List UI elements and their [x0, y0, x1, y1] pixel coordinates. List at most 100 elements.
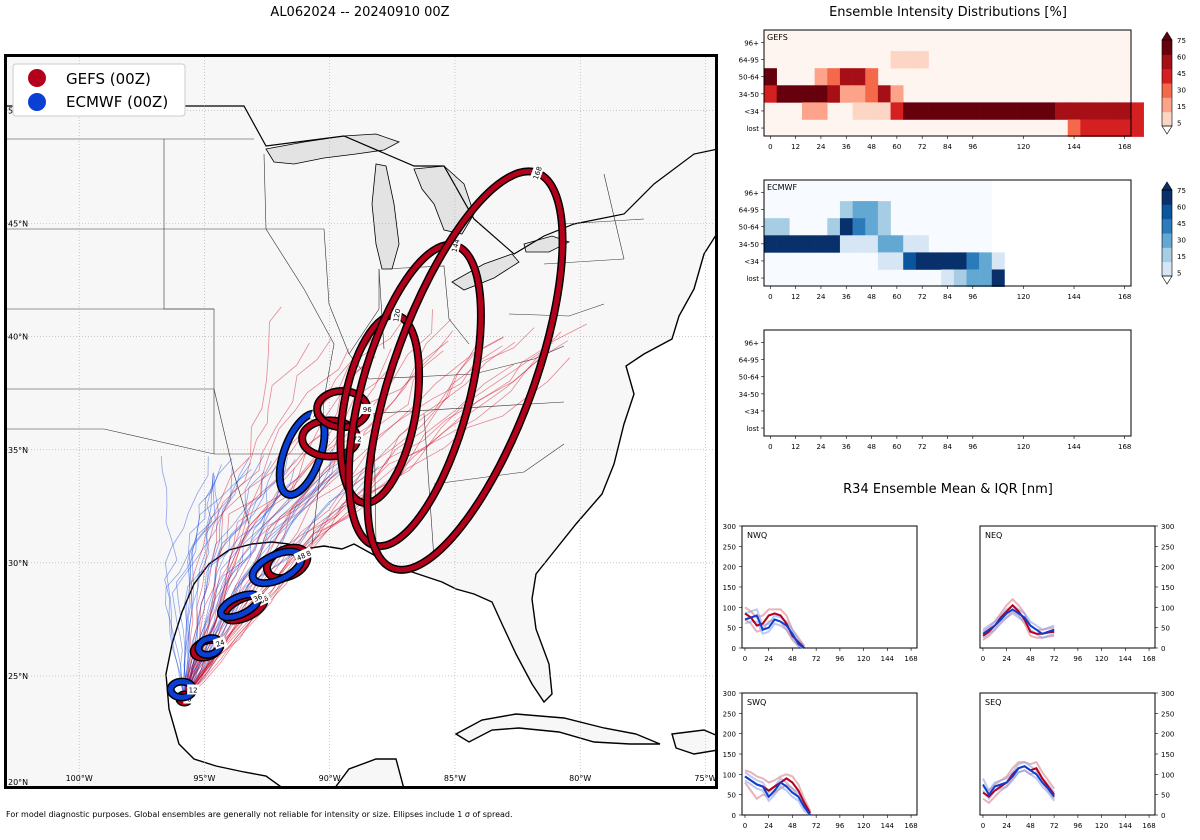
colorbar-segment: [1162, 54, 1172, 70]
heatmap-cell: [776, 235, 790, 253]
heatmap-x-label: 144: [1067, 293, 1081, 301]
r34-panel-swq: SWQ 0 24 48 72 96 120 144 168 0 50 100 150 200 250 300: [723, 690, 918, 830]
heatmap-cell: [839, 201, 853, 219]
heatmap-cell: [877, 252, 891, 270]
colorbar-frame: [1161, 189, 1173, 277]
lat-label: 20°N: [8, 778, 28, 787]
heatmap-cell: [979, 269, 993, 287]
heatmap-cell: [877, 235, 891, 253]
heatmap-cell: [890, 235, 904, 253]
colorbar-segment: [1162, 261, 1172, 277]
r34-y-label: 50: [1161, 625, 1170, 633]
r34-x-label: 120: [857, 655, 870, 663]
heatmap-cell: [852, 201, 866, 219]
ellipse-hour-label: 72: [353, 435, 362, 443]
gefs-track: [184, 306, 282, 699]
heatmap-cell: [764, 85, 777, 103]
heatmap-cell: [865, 201, 879, 219]
colorbar-tick-label: 5: [1177, 270, 1181, 278]
heatmap-x-label: 60: [892, 443, 901, 451]
heatmap-cell: [764, 235, 777, 253]
heatmap-cell: [852, 235, 866, 253]
r34-panel-label: SWQ: [747, 698, 766, 707]
heatmap-x-label: 96: [968, 443, 977, 451]
lat-label: 35°N: [8, 446, 28, 455]
heatmap-x-label: 144: [1067, 443, 1081, 451]
heatmap-x-label: 36: [842, 293, 851, 301]
heatmap-cell: [1017, 102, 1031, 120]
ellipse-label-bg: [390, 308, 403, 323]
land-cuba: [454, 713, 661, 745]
heatmap-x-label: 48: [867, 143, 876, 151]
ecmwf-track: [164, 456, 209, 699]
heatmap-cell: [839, 235, 853, 253]
heatmap-x-label: 120: [1017, 143, 1030, 151]
heatmap-cell: [1029, 102, 1043, 120]
heatmap-x-label: 24: [816, 143, 825, 151]
r34-x-label: 72: [1050, 822, 1059, 830]
heatmap-x-label: 84: [943, 443, 952, 451]
heatmap-cell: [801, 85, 815, 103]
r34-frame: [979, 525, 1156, 649]
ellipse-label-bg: [351, 433, 364, 444]
lat-label: 25°N: [8, 672, 28, 681]
ecmwf-track: [184, 471, 282, 699]
r34-series-ecmwf-mean: [744, 775, 812, 816]
legend-ecmwf-label: ECMWF (00Z): [66, 93, 168, 111]
heatmap-x-label: 168: [1118, 143, 1131, 151]
colorbar-top-arrow: [1161, 31, 1173, 41]
r34-x-label: 0: [981, 655, 985, 663]
colorbar-bottom-arrow: [1161, 275, 1173, 285]
ecmwf-track: [184, 460, 346, 699]
heatmap-y-label: 34-50: [739, 241, 759, 249]
heatmap-cell: [827, 218, 841, 236]
heatmap-cell: [991, 252, 1005, 270]
heatmap-cell: [941, 102, 955, 120]
legend-gefs-label: GEFS (00Z): [66, 70, 151, 88]
lon-label: 100°W: [66, 774, 93, 783]
heatmap-cell: [1118, 119, 1132, 137]
r34-series-gefs-iqr-high: [744, 769, 812, 812]
heatmap-cell: [915, 235, 929, 253]
heatmap-cell: [852, 102, 866, 120]
heatmap-cell: [1105, 119, 1119, 137]
colorbar-segment: [1162, 204, 1172, 220]
colorbar-segment: [1162, 68, 1172, 84]
heatmap-x-label: 0: [768, 293, 772, 301]
colorbar-bottom-arrow: [1161, 125, 1173, 135]
heatmap-x-label: 60: [892, 143, 901, 151]
map-gridlines: [4, 54, 718, 789]
heatmap-cell: [966, 252, 980, 270]
r34-panel-label: NEQ: [985, 531, 1002, 540]
heatmap-ecmwf: ECMWF 5 15 30 45 60 75 96+ 64-95 50-64 34-50 <34 los…: [739, 179, 1186, 301]
ecmwf-track: [184, 460, 354, 699]
r34-y-label: 50: [727, 792, 736, 800]
ecmwf-track: [183, 463, 252, 699]
heatmap-cell: [814, 102, 828, 120]
r34-x-label: 24: [764, 655, 773, 663]
r34-y-label: 100: [1161, 604, 1174, 612]
ellipse-label-bg: [293, 549, 309, 564]
gefs-track: [184, 342, 554, 699]
heatmap-cell: [877, 102, 891, 120]
heatmap-y-label: 64-95: [739, 357, 759, 365]
heatmap-cell: [776, 218, 790, 236]
heatmap-cell: [915, 51, 929, 69]
heatmap-cell: [903, 51, 917, 69]
state-borders: [4, 138, 645, 560]
ellipse-label-bg: [250, 590, 266, 605]
r34-series-ecmwf-iqr-low: [982, 612, 1055, 639]
heatmap-cell: [852, 85, 866, 103]
colorbar-tick-label: 45: [1177, 220, 1186, 228]
heatmap-cell: [839, 68, 853, 86]
heatmap-cell: [953, 252, 967, 270]
heatmap-x-label: 12: [791, 443, 800, 451]
heatmap-x-label: 12: [791, 293, 800, 301]
r34-series-gefs-iqr-high: [982, 760, 1056, 792]
heatmap-x-label: 48: [867, 293, 876, 301]
ellipse-hour-label: 96: [363, 406, 372, 414]
heatmap-x-label: 120: [1017, 293, 1030, 301]
colorbar-segment: [1162, 190, 1172, 205]
footer-note: For model diagnostic purposes. Global en…: [6, 810, 513, 819]
r34-y-label: 250: [1161, 710, 1174, 718]
